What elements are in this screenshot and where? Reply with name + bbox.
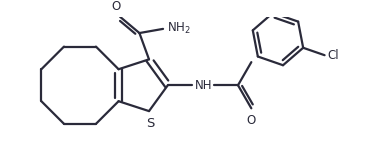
Text: NH$_2$: NH$_2$ — [166, 21, 190, 36]
Text: O: O — [247, 114, 256, 127]
Text: NH: NH — [194, 79, 212, 92]
Text: O: O — [112, 0, 121, 13]
Text: Cl: Cl — [327, 49, 339, 62]
Text: S: S — [146, 117, 154, 130]
